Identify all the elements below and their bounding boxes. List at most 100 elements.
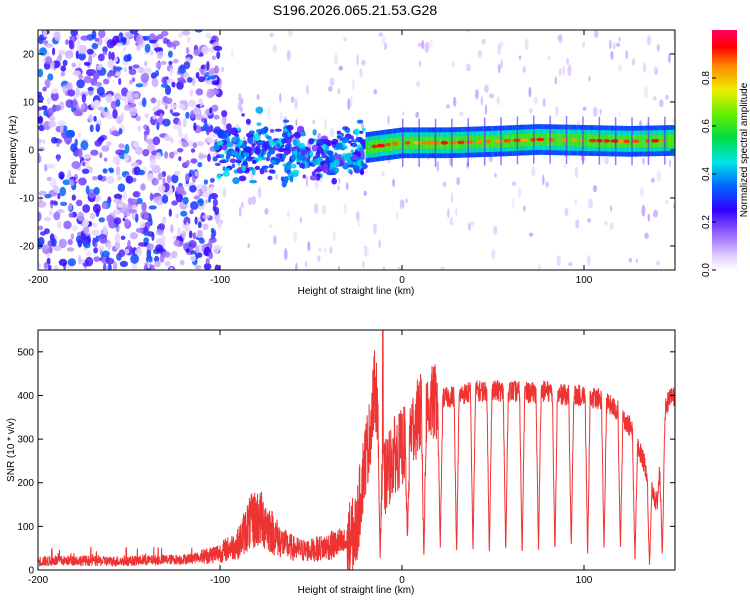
- heatmap-cell: [546, 133, 548, 146]
- heatmap-cell: [54, 31, 61, 42]
- heatmap-cell: [191, 76, 196, 87]
- heatmap-cell: [602, 134, 604, 147]
- heatmap-cell: [371, 144, 379, 149]
- heatmap-cell: [95, 197, 100, 203]
- heatmap-cell: [106, 214, 115, 223]
- heatmap-cell: [179, 260, 185, 266]
- heatmap-cell: [220, 66, 225, 73]
- heatmap-cell: [171, 81, 176, 88]
- heatmap-cell: [138, 66, 144, 74]
- heatmap-cell: [46, 257, 51, 265]
- heatmap-cell: [524, 38, 529, 50]
- heatmap-cell: [557, 133, 559, 147]
- heatmap-cell: [449, 216, 454, 227]
- heatmap-cell: [214, 162, 221, 166]
- heatmap-cell: [290, 154, 296, 162]
- heatmap-cell: [332, 230, 336, 242]
- heatmap-cell: [86, 250, 92, 257]
- heatmap-cell: [384, 138, 386, 152]
- heatmap-cell: [151, 78, 159, 88]
- heatmap-cell: [665, 94, 669, 100]
- heatmap-cell: [208, 251, 213, 260]
- heatmap-cell: [52, 185, 60, 193]
- heatmap-cell: [610, 139, 619, 143]
- heatmap-cell: [108, 51, 112, 60]
- heatmap-cell: [382, 266, 386, 270]
- heatmap-cell: [664, 199, 669, 205]
- heatmap-cell: [190, 148, 196, 153]
- heatmap-cell: [237, 102, 242, 111]
- heatmap-cell: [421, 39, 425, 50]
- heatmap-cell: [582, 116, 584, 165]
- heatmap-cell: [588, 138, 597, 143]
- heatmap-cell: [153, 111, 161, 116]
- heatmap-cell: [511, 134, 513, 147]
- heatmap-cell: [197, 162, 203, 168]
- heatmap-cell: [640, 186, 644, 198]
- heatmap-cell: [439, 136, 441, 150]
- heatmap-cell: [47, 97, 51, 106]
- heatmap-cell: [150, 97, 157, 104]
- heatmap-cell: [38, 142, 42, 148]
- heatmap-cell: [60, 201, 68, 206]
- heatmap-cell: [222, 187, 227, 198]
- heatmap-cell: [169, 151, 175, 159]
- heatmap-cell: [321, 165, 329, 174]
- heatmap-cell: [114, 209, 120, 215]
- heatmap-cell: [129, 106, 138, 117]
- heatmap-cell: [449, 136, 451, 149]
- heatmap-cell: [350, 149, 354, 154]
- heatmap-cell: [296, 125, 305, 133]
- heatmap-cell: [132, 92, 140, 99]
- heatmap-cell: [44, 194, 52, 199]
- heatmap-cell: [651, 139, 660, 143]
- heatmap-cell: [256, 122, 262, 126]
- heatmap-cell: [324, 247, 327, 253]
- heatmap-cell: [419, 60, 422, 67]
- heatmap-cell: [349, 170, 353, 175]
- heatmap-cell: [378, 32, 384, 37]
- heatmap-cell: [78, 255, 82, 265]
- heatmap-cell: [279, 112, 284, 121]
- heatmap-cell: [263, 126, 269, 133]
- heatmap-cell: [86, 48, 94, 55]
- heatmap-cell: [239, 206, 242, 218]
- heatmap-cell: [293, 231, 298, 243]
- heatmap-cell: [178, 156, 182, 162]
- heatmap-cell: [89, 124, 94, 133]
- heatmap-cell: [533, 115, 535, 164]
- heatmap-cell: [309, 150, 314, 158]
- heatmap-cell: [203, 179, 208, 185]
- heatmap-cell: [188, 101, 196, 107]
- heatmap-cell: [484, 104, 488, 115]
- heatmap-cell: [604, 157, 609, 165]
- heatmap-cell: [94, 85, 98, 92]
- heatmap-cell: [149, 218, 153, 226]
- heatmap-cell: [248, 137, 254, 145]
- y-tick-label: -10: [20, 194, 35, 205]
- heatmap-cell: [66, 247, 75, 252]
- heatmap-cell: [643, 86, 649, 98]
- heatmap-cell: [197, 98, 202, 104]
- heatmap-cell: [72, 225, 78, 232]
- y-tick-label: 20: [23, 50, 35, 61]
- heatmap-cell: [40, 231, 46, 236]
- heatmap-cell: [424, 41, 430, 53]
- heatmap-cell: [268, 224, 273, 229]
- heatmap-cell: [625, 50, 629, 60]
- heatmap-cell: [65, 82, 71, 90]
- heatmap-cell: [522, 205, 527, 212]
- heatmap-cell: [160, 61, 167, 65]
- heatmap-cell: [263, 142, 268, 151]
- heatmap-cell: [311, 144, 318, 152]
- heatmap-cell: [284, 176, 288, 182]
- heatmap-cell: [341, 136, 350, 144]
- heatmap-cell: [72, 70, 81, 77]
- heatmap-cell: [48, 120, 57, 128]
- heatmap-cell: [47, 107, 54, 116]
- heatmap-cell: [493, 225, 498, 236]
- heatmap-cell: [82, 161, 86, 167]
- heatmap-cell: [456, 176, 461, 186]
- heatmap-cell: [549, 115, 551, 164]
- heatmap-cell: [182, 118, 187, 128]
